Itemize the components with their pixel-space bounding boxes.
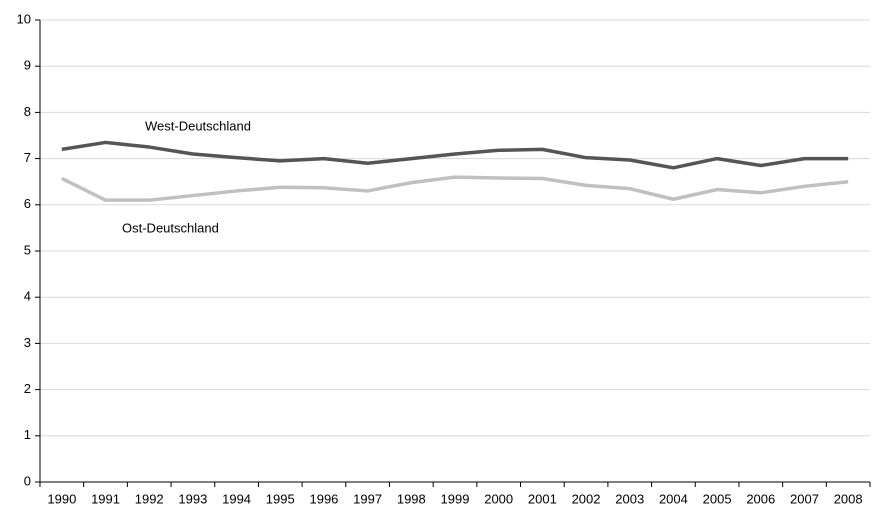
y-tick-label: 4 <box>24 289 31 304</box>
x-tick-label: 1997 <box>353 491 382 506</box>
y-tick-label: 6 <box>24 196 31 211</box>
x-tick-label: 1992 <box>135 491 164 506</box>
x-tick-label: 2006 <box>746 491 775 506</box>
x-tick-label: 1999 <box>441 491 470 506</box>
x-tick-label: 1996 <box>309 491 338 506</box>
series-line <box>61 140 849 170</box>
x-tick-label: 1990 <box>47 491 76 506</box>
y-tick-label: 2 <box>24 381 31 396</box>
y-tick-label: 5 <box>24 242 31 257</box>
y-tick-label: 1 <box>24 427 31 442</box>
y-tick-label: 9 <box>24 58 31 73</box>
x-tick-label: 2000 <box>484 491 513 506</box>
series-label: Ost-Deutschland <box>122 220 219 235</box>
x-tick-label: 1994 <box>222 491 251 506</box>
x-tick-label: 2007 <box>790 491 819 506</box>
series-label: West-Deutschland <box>145 118 251 133</box>
y-tick-label: 3 <box>24 335 31 350</box>
y-tick-label: 8 <box>24 104 31 119</box>
x-tick-label: 2008 <box>834 491 863 506</box>
x-tick-label: 2004 <box>659 491 688 506</box>
y-tick-label: 7 <box>24 150 31 165</box>
x-tick-label: 1998 <box>397 491 426 506</box>
x-tick-label: 1991 <box>91 491 120 506</box>
x-tick-label: 2002 <box>572 491 601 506</box>
x-tick-label: 1993 <box>178 491 207 506</box>
x-tick-label: 1995 <box>266 491 295 506</box>
y-tick-label: 0 <box>24 473 31 488</box>
series-line <box>61 175 849 202</box>
x-tick-label: 2001 <box>528 491 557 506</box>
x-tick-label: 2005 <box>703 491 732 506</box>
y-tick-label: 10 <box>17 11 31 26</box>
x-tick-label: 2003 <box>615 491 644 506</box>
